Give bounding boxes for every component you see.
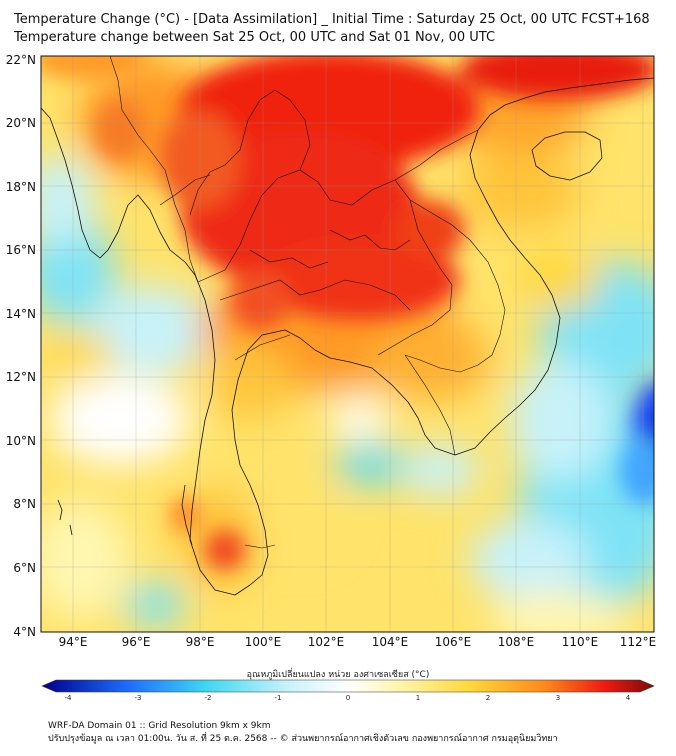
colorbar-bar xyxy=(41,679,655,693)
footer-model-info: WRF-DA Domain 01 :: Grid Resolution 9km … xyxy=(48,721,271,731)
lat-label: 14°N xyxy=(6,307,36,321)
lon-label: 108°E xyxy=(498,635,535,649)
coastlines-and-borders xyxy=(41,77,654,596)
lon-label: 94°E xyxy=(59,635,88,649)
cb-tick-label: -3 xyxy=(135,694,142,702)
lat-label: 8°N xyxy=(13,497,36,511)
footer-credit: ปรับปรุงข้อมูล ณ เวลา 01:00น. วัน ส. ที่… xyxy=(48,734,558,744)
map-subtitle: Temperature change between Sat 25 Oct, 0… xyxy=(14,30,496,45)
longitude-axis: 94°E 96°E 98°E 100°E 102°E 104°E 106°E 1… xyxy=(59,635,657,649)
lon-label: 96°E xyxy=(122,635,151,649)
lon-label: 100°E xyxy=(245,635,282,649)
cb-tick-label: 2 xyxy=(486,694,490,702)
lat-label: 20°N xyxy=(6,116,36,130)
lat-label: 16°N xyxy=(6,243,36,257)
lon-label: 106°E xyxy=(435,635,472,649)
graticule xyxy=(41,56,654,632)
country-borders xyxy=(109,56,506,549)
lon-label: 98°E xyxy=(186,635,215,649)
cb-tick-label: -4 xyxy=(65,694,73,702)
lat-label: 12°N xyxy=(6,370,36,384)
cb-tick-label: -1 xyxy=(275,694,282,702)
lat-label: 4°N xyxy=(13,625,36,639)
lon-label: 104°E xyxy=(372,635,409,649)
map-title: Temperature Change (°C) - [Data Assimila… xyxy=(14,12,650,27)
cb-tick-label: 3 xyxy=(556,694,560,702)
lat-label: 6°N xyxy=(13,561,36,575)
lon-label: 112°E xyxy=(620,635,657,649)
cb-tick-label: 4 xyxy=(626,694,631,702)
temperature-field xyxy=(41,56,654,632)
colorbar-ticks: -4 -3 -2 -1 0 1 2 3 4 xyxy=(65,694,631,702)
latitude-axis: 22°N 20°N 18°N 16°N 14°N 12°N 10°N 8°N 6… xyxy=(6,53,36,639)
lon-label: 102°E xyxy=(308,635,345,649)
colorbar-title: อุณหภูมิเปลี่ยนแปลง หน่วย องศาเซลเซียส (… xyxy=(246,670,430,680)
cb-tick-label: 0 xyxy=(346,694,350,702)
cb-tick-label: 1 xyxy=(416,694,420,702)
lat-label: 22°N xyxy=(6,53,36,67)
map-frame xyxy=(40,55,655,633)
lat-label: 18°N xyxy=(6,180,36,194)
lon-label: 110°E xyxy=(562,635,599,649)
lat-label: 10°N xyxy=(6,434,36,448)
cb-tick-label: -2 xyxy=(205,694,212,702)
